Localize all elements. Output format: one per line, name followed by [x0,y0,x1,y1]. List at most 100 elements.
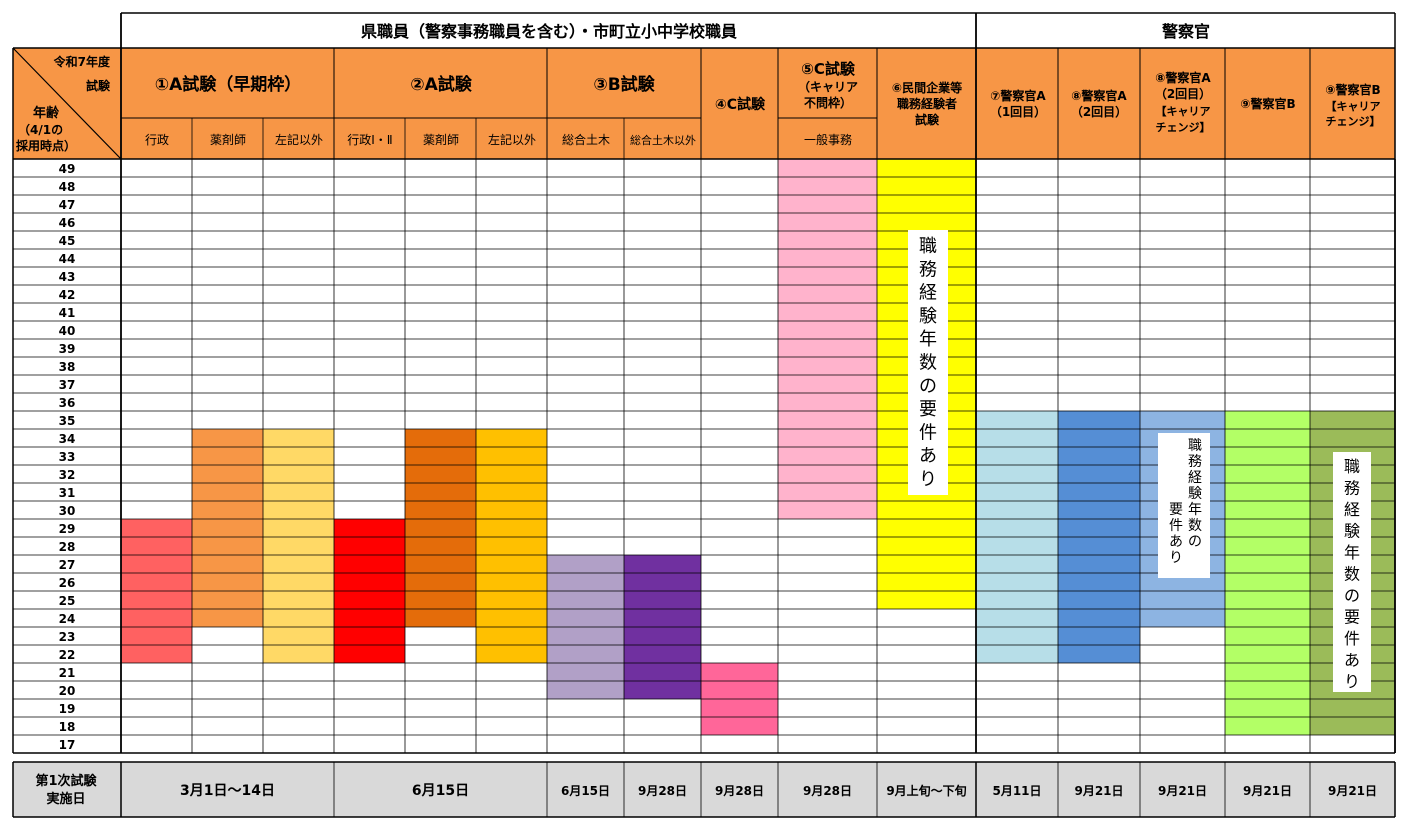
note-char: 務 [1188,454,1202,470]
group-header-police: 警察官 [1161,22,1210,41]
footer-date: 9月21日 [1074,784,1123,798]
footer-dates: 3月1日～14日 6月15日 6月15日 9月28日 9月28日 9月28日 9月上旬～下旬… [180,783,1377,799]
age-label: 28 [59,540,76,554]
sub-header-pharmacist: 薬剤師 [210,132,246,147]
exam-header-p9: ⑨警察官B [1240,96,1295,111]
sub-header-general: 一般事務 [804,132,852,147]
age-label: 42 [59,288,76,302]
note-char: 数 [1344,565,1360,584]
age-label: 34 [59,432,76,446]
age-label: 31 [59,486,76,500]
exam-header-p8a-2: （2回目） [1155,86,1211,101]
note-char: あ [919,446,937,467]
age-label: 24 [59,612,76,626]
footer-date: 9月21日 [1158,784,1207,798]
footer-label-1: 第1次試験 [35,773,97,789]
age-label: 47 [59,198,76,212]
footer-date: 6月15日 [412,783,469,799]
age-label: 43 [59,270,76,284]
exam-header-p9a-1: ⑨警察官B [1325,82,1380,97]
age-label: 44 [59,252,76,266]
exam-header-p9a-2: 【キャリア [1326,100,1381,113]
note-char: あ [1169,534,1183,550]
age-label: 48 [59,180,76,194]
exam-header-p8a-1: ⑧警察官A [1155,70,1211,85]
footer-date: 9月28日 [638,784,687,798]
sub-header-other: 左記以外 [275,132,323,147]
footer-date: 3月1日～14日 [180,783,275,799]
footer-date: 6月15日 [561,784,610,798]
note-char: 要 [1169,502,1183,518]
exam-header-a: ②A試験 [410,74,473,95]
eligibility-bar [405,429,476,627]
exam-header-b: ③B試験 [593,74,655,95]
exam-header-private-1: ⑥民間企業等 [892,80,962,95]
note-char: 験 [1188,486,1202,502]
note-char: あ [1344,651,1360,670]
note-char: 年 [1188,502,1202,518]
sub-header-civil: 総合土木 [562,132,610,147]
note-char: 験 [919,306,937,327]
note-char: 職 [1344,457,1360,476]
sub-header-other-2: 左記以外 [488,132,536,147]
note-char: 件 [1344,629,1360,648]
note-char: 経 [1188,470,1202,486]
age-label: 33 [59,450,76,464]
corner-basis-1: （4/1の [18,122,63,137]
age-label: 17 [59,738,76,752]
exam-header-p8-2: （2回目） [1071,104,1127,119]
note-char: の [919,376,937,397]
age-label: 26 [59,576,76,590]
note-char: 年 [1344,543,1360,562]
note-char: 年 [919,329,937,350]
age-label: 35 [59,414,76,428]
age-label: 30 [59,504,76,518]
footer-date: 9月21日 [1328,784,1377,798]
eligibility-bar [476,429,547,663]
age-label: 39 [59,342,76,356]
age-label: 25 [59,594,76,608]
note-char: 務 [919,259,937,280]
age-label: 29 [59,522,76,536]
note-char: の [1188,534,1202,550]
footer-date: 9月21日 [1243,784,1292,798]
note-char: 職 [1188,438,1202,454]
exam-header-c: ④C試験 [715,96,766,113]
eligibility-bars [13,48,1395,817]
footer-date: 5月11日 [992,784,1041,798]
sub-header-pharmacist-2: 薬剤師 [423,132,459,147]
age-label: 20 [59,684,76,698]
sub-header-admin-1-2: 行政Ⅰ・Ⅱ [347,133,392,147]
note-char: 験 [1344,522,1360,541]
age-label: 37 [59,378,76,392]
age-label: 38 [59,360,76,374]
note-char: 件 [919,422,937,443]
age-label: 23 [59,630,76,644]
exam-header-p7-1: ⑦警察官A [990,88,1046,103]
exam-header-c-career-1: ⑤C試験 [801,60,856,78]
age-label: 19 [59,702,76,716]
corner-basis-2: 採用時点） [16,138,76,153]
note-char: り [1344,672,1360,691]
grid-line [12,47,122,160]
note-char: 件 [1169,518,1183,534]
exam-header-c-career-2: （キャリア [798,79,858,94]
footer-date: 9月上旬～下旬 [886,783,966,798]
exam-header-p7-2: （1回目） [990,104,1046,119]
age-label: 18 [59,720,76,734]
note-char: 数 [1188,518,1202,534]
header-fill [13,48,1395,159]
footer-label-2: 実施日 [46,791,85,807]
age-label: 36 [59,396,76,410]
age-label: 49 [59,162,76,176]
age-labels: 49 48 47 46 45 44 43 42 41 40 39 38 37 36 35 34 33 32 31 30… [59,162,76,752]
corner-year: 令和7年度 [53,54,111,69]
exam-header-p8a-4: チェンジ】 [1156,121,1211,134]
note-char: 経 [919,283,937,304]
note-char: り [919,469,937,490]
note-char: 要 [919,399,937,420]
